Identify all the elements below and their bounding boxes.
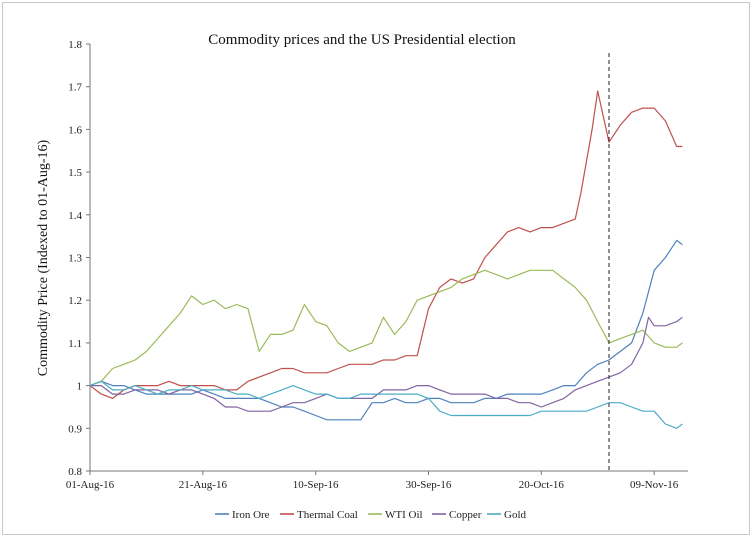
y-tick-label: 1.3: [68, 253, 82, 265]
x-tick-label: 20-Oct-16: [519, 479, 565, 491]
y-tick-label: 0.9: [68, 423, 82, 435]
y-tick-label: 1.7: [68, 82, 82, 94]
x-tick-label: 21-Aug-16: [179, 479, 228, 491]
chart-title: Commodity prices and the US Presidential…: [208, 32, 516, 48]
series-line-wti-oil: [89, 269, 683, 387]
y-tick-label: 1.2: [68, 295, 82, 307]
series-line-copper: [90, 316, 683, 412]
x-tick-label: 09-Nov-16: [630, 479, 679, 491]
y-tick-label: 1.4: [68, 210, 82, 222]
y-tick-label: 1.8: [68, 39, 82, 51]
legend-label-copper: Copper: [449, 509, 482, 521]
legend: Iron Ore Thermal Coal WTI Oil Copper Gold: [215, 509, 527, 521]
y-tick-label: 1.6: [68, 124, 82, 136]
y-tick-label: 0.8: [68, 466, 82, 478]
x-tick-label: 30-Sep-16: [406, 479, 452, 491]
plot-area: 0.8 0.9 1 1.1 1.2 1.3 1.4 1.5 1.6 1.7 1.8 01-Aug-16…: [66, 39, 688, 491]
x-tick-label: 01-Aug-16: [66, 479, 115, 491]
y-tick-label: 1: [77, 381, 83, 393]
y-tick-label: 1.5: [68, 167, 82, 179]
y-tick-label: 1.1: [68, 338, 82, 350]
series-line-thermal-coal: [89, 90, 683, 399]
legend-label-wti-oil: WTI Oil: [385, 509, 423, 521]
x-tick-label: 10-Sep-16: [293, 479, 339, 491]
series-line-gold: [89, 380, 683, 429]
legend-label-thermal-coal: Thermal Coal: [297, 509, 358, 521]
series-line-iron-ore: [89, 239, 683, 421]
y-axis-label: Commodity Price (Indexed to 01-Aug-16): [36, 139, 51, 376]
legend-label-gold: Gold: [504, 509, 527, 521]
legend-label-iron-ore: Iron Ore: [232, 509, 270, 521]
